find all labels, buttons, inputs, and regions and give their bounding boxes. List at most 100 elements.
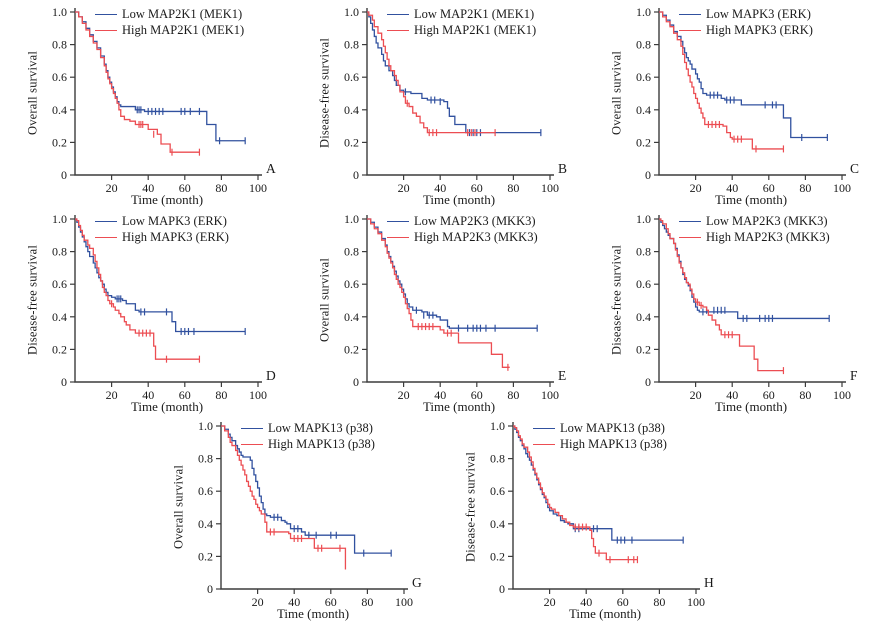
legend: Low MAP2K1 (MEK1) High MAP2K1 (MEK1)	[387, 6, 536, 38]
legend-label: Low MAPK13 (p38)	[268, 420, 373, 435]
x-tick-label: 80	[361, 595, 373, 609]
panel-letter: G	[412, 575, 422, 590]
y-tick-label: 0.6	[344, 70, 359, 84]
y-tick-label: 0.4	[636, 103, 651, 117]
legend-entry-low: Low MAP2K3 (MKK3)	[387, 213, 538, 229]
y-tick-label: 0.6	[636, 277, 651, 291]
x-tick-label: 40	[726, 388, 738, 402]
legend: Low MAP2K3 (MKK3) High MAP2K3 (MKK3)	[387, 213, 538, 245]
legend: Low MAPK3 (ERK) High MAPK3 (ERK)	[679, 6, 813, 38]
legend: Low MAP2K1 (MEK1) High MAP2K1 (MEK1)	[95, 6, 244, 38]
legend-entry-high: High MAP2K1 (MEK1)	[95, 22, 244, 38]
y-tick-label: 0.8	[198, 452, 213, 466]
legend-label: Low MAPK13 (p38)	[560, 420, 665, 435]
x-tick-label: 40	[580, 595, 592, 609]
x-tick-label: 80	[653, 595, 665, 609]
legend-label: High MAP2K1 (MEK1)	[414, 22, 537, 37]
y-tick-label: 0.2	[344, 342, 359, 356]
y-tick-label: 0.2	[52, 135, 67, 149]
x-tick-label: 20	[252, 595, 264, 609]
y-tick-label: 0.2	[52, 342, 67, 356]
legend-line-swatch-blue	[95, 220, 117, 222]
y-tick-label: 0	[645, 168, 651, 182]
legend-entry-low: Low MAP2K1 (MEK1)	[387, 6, 536, 22]
x-axis-label: Time (month)	[714, 192, 788, 207]
legend-label: High MAP2K3 (MKK3)	[414, 229, 538, 244]
y-tick-label: 0	[645, 375, 651, 389]
legend-entry-high: High MAP2K3 (MKK3)	[387, 229, 538, 245]
legend-entry-high: High MAPK3 (ERK)	[95, 229, 229, 245]
legend-label: High MAP2K3 (MKK3)	[706, 229, 830, 244]
legend-entry-high: High MAP2K1 (MEK1)	[387, 22, 536, 38]
legend-label: High MAP2K1 (MEK1)	[122, 22, 245, 37]
x-axis-label: Time (month)	[276, 606, 350, 621]
panel-f: 0 0.2 0.4 0.6 0.8 1.0 20 40 60 80 100 Disease-free…	[584, 207, 876, 414]
x-axis-label: Time (month)	[130, 192, 204, 207]
x-axis-label: Time (month)	[130, 399, 204, 414]
legend-line-swatch-red	[387, 236, 409, 238]
y-tick-label: 0.6	[490, 484, 505, 498]
x-tick-label: 20	[398, 181, 410, 195]
y-tick-label: 1.0	[344, 212, 359, 226]
x-tick-label: 80	[507, 388, 519, 402]
y-axis-label: Overall survival	[25, 50, 40, 136]
panel-b: 0 0.2 0.4 0.6 0.8 1.0 20 40 60 80 100 Disease-free…	[292, 0, 584, 207]
y-tick-label: 0	[499, 582, 505, 596]
y-tick-label: 0	[353, 375, 359, 389]
panel-e-plot: 0 0.2 0.4 0.6 0.8 1.0 20 40 60 80 100	[344, 212, 559, 402]
panel-letter: E	[558, 368, 567, 383]
x-tick-label: 40	[434, 388, 446, 402]
y-tick-label: 1.0	[198, 419, 213, 433]
panel-d: 0 0.2 0.4 0.6 0.8 1.0 20 40 60 80 100 Disease-free…	[0, 207, 292, 414]
legend-label: Low MAP2K3 (MKK3)	[706, 213, 828, 228]
panel-e: 0 0.2 0.4 0.6 0.8 1.0 20 40 60 80 100 Overall surv…	[292, 207, 584, 414]
y-axis-label: Disease-free survival	[317, 37, 332, 149]
x-axis-label: Time (month)	[568, 606, 642, 621]
km-curve-high	[659, 11, 784, 150]
legend-entry-low: Low MAP2K1 (MEK1)	[95, 6, 244, 22]
panel-b-plot: 0 0.2 0.4 0.6 0.8 1.0 20 40 60 80 100	[344, 5, 559, 195]
y-tick-label: 0.8	[52, 38, 67, 52]
legend-line-swatch-blue	[387, 13, 409, 15]
legend-line-swatch-red	[95, 29, 117, 31]
legend: Low MAP2K3 (MKK3) High MAP2K3 (MKK3)	[679, 213, 830, 245]
x-axis-label: Time (month)	[422, 192, 496, 207]
km-curve-high	[659, 218, 784, 372]
x-tick-label: 20	[690, 388, 702, 402]
km-curve-high	[75, 11, 200, 153]
x-tick-label: 20	[106, 181, 118, 195]
panel-f-plot: 0 0.2 0.4 0.6 0.8 1.0 20 40 60 80 100	[636, 212, 851, 402]
legend-entry-low: Low MAPK13 (p38)	[533, 420, 667, 436]
panel-g: 0 0.2 0.4 0.6 0.8 1.0 20 40 60 80 100 Overall surv…	[146, 414, 438, 621]
legend-label: Low MAPK3 (ERK)	[706, 6, 811, 21]
y-tick-label: 0	[207, 582, 213, 596]
km-curve-high	[367, 11, 496, 134]
figure-row-1: 0 0.2 0.4 0.6 0.8 1.0 20 40 60 80 100 Overall surv…	[0, 0, 876, 207]
x-tick-label: 100	[249, 388, 267, 402]
x-tick-label: 100	[833, 388, 851, 402]
y-tick-label: 0.4	[344, 103, 359, 117]
y-tick-label: 0	[353, 168, 359, 182]
legend-label: High MAPK13 (p38)	[560, 436, 667, 451]
x-axis-label: Time (month)	[714, 399, 788, 414]
panel-d-plot: 0 0.2 0.4 0.6 0.8 1.0 20 40 60 80 100	[52, 212, 267, 402]
km-curve-high	[367, 218, 510, 368]
legend-label: High MAPK3 (ERK)	[122, 229, 229, 244]
x-tick-label: 60	[763, 181, 775, 195]
y-tick-label: 0.6	[344, 277, 359, 291]
legend-line-swatch-blue	[387, 220, 409, 222]
x-tick-label: 60	[325, 595, 337, 609]
y-tick-label: 1.0	[344, 5, 359, 19]
x-axis-label: Time (month)	[422, 399, 496, 414]
panel-letter: H	[704, 575, 714, 590]
y-tick-label: 1.0	[636, 212, 651, 226]
y-axis-label: Overall survival	[317, 257, 332, 343]
legend-line-swatch-blue	[241, 427, 263, 429]
x-tick-label: 60	[179, 181, 191, 195]
y-tick-label: 0.4	[52, 103, 67, 117]
y-tick-label: 0.4	[636, 310, 651, 324]
legend-label: High MAPK13 (p38)	[268, 436, 375, 451]
y-tick-label: 0.6	[52, 277, 67, 291]
panel-letter: B	[558, 161, 568, 176]
